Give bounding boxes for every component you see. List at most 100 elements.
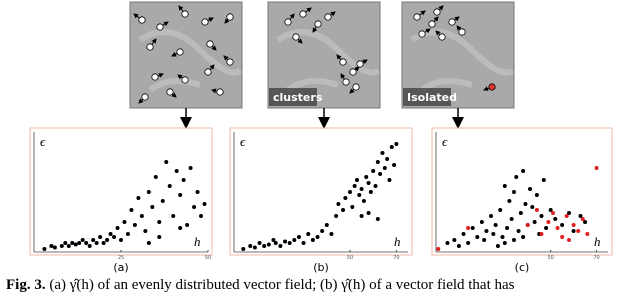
scatter-point bbox=[324, 223, 329, 227]
scatter-point bbox=[271, 238, 276, 242]
scatter-point bbox=[257, 241, 262, 245]
scatter-point bbox=[296, 235, 301, 239]
scatter-point bbox=[59, 244, 64, 248]
caption: Fig. 3. (a) γ̂(h) of an evenly distribut… bbox=[6, 277, 515, 293]
scatter-point bbox=[320, 229, 325, 233]
scatter-point bbox=[479, 220, 484, 224]
scatter-point bbox=[132, 223, 137, 227]
scatter-point bbox=[63, 241, 68, 245]
scatter-point bbox=[507, 199, 512, 203]
scatter-point bbox=[560, 235, 565, 239]
scatter-point bbox=[364, 175, 369, 179]
panel-label: (b) bbox=[313, 261, 329, 274]
scatter-point bbox=[112, 235, 117, 239]
scatter-point bbox=[178, 226, 183, 230]
vector-point bbox=[488, 83, 496, 91]
scatter-point bbox=[195, 190, 200, 194]
scatter-point bbox=[553, 217, 558, 221]
vector-point bbox=[138, 16, 146, 24]
scatter-point bbox=[334, 214, 339, 218]
scatter-point bbox=[366, 211, 371, 215]
scatter-point bbox=[578, 214, 583, 218]
image-label-bg bbox=[403, 88, 451, 106]
vector-point bbox=[349, 68, 357, 76]
scatter-point bbox=[266, 242, 271, 247]
scatter-point bbox=[466, 226, 471, 230]
scatter-point bbox=[564, 214, 569, 218]
scatter-point bbox=[571, 229, 576, 233]
x-axis-label: h bbox=[194, 234, 201, 249]
scatter-point bbox=[87, 244, 92, 248]
scatter-point bbox=[73, 242, 78, 247]
scatter-point bbox=[498, 208, 503, 212]
plot-frame bbox=[229, 127, 413, 256]
image-texture bbox=[276, 29, 381, 93]
scatter-point bbox=[523, 202, 528, 206]
scatter-point bbox=[539, 214, 544, 218]
scatter-point bbox=[49, 244, 54, 248]
scatter-point bbox=[171, 214, 176, 218]
scatter-point bbox=[495, 244, 500, 248]
vector-point bbox=[324, 13, 332, 21]
scatter-point bbox=[445, 241, 450, 245]
scatter-point bbox=[359, 187, 364, 191]
scatter-point bbox=[350, 205, 355, 209]
image-texture bbox=[138, 29, 243, 93]
scatter-point bbox=[185, 223, 190, 227]
scatter-point bbox=[336, 202, 341, 206]
scatter-point bbox=[139, 214, 144, 218]
scatter-point bbox=[500, 235, 505, 239]
scatter-point bbox=[84, 241, 89, 245]
scatter-point bbox=[287, 241, 292, 245]
scatter-point bbox=[583, 220, 588, 224]
scatter-point bbox=[301, 241, 306, 245]
vector-point bbox=[438, 33, 446, 41]
scatter-point bbox=[248, 244, 253, 248]
scatter-point bbox=[164, 160, 169, 164]
scatter-point bbox=[560, 223, 565, 227]
scatter-point bbox=[105, 238, 110, 242]
scatter-point bbox=[157, 220, 162, 224]
scatter-point bbox=[456, 244, 461, 248]
scatter-point bbox=[525, 223, 530, 227]
scatter-point bbox=[66, 244, 71, 248]
scatter-point bbox=[521, 235, 526, 239]
scatter-point bbox=[491, 232, 496, 236]
scatter-point bbox=[505, 226, 510, 230]
scatter-point bbox=[387, 178, 392, 182]
scatter-point bbox=[555, 226, 560, 230]
scatter-point bbox=[482, 238, 487, 242]
vector-point bbox=[448, 18, 456, 26]
scatter-point bbox=[530, 205, 535, 209]
scatter-point bbox=[382, 166, 387, 170]
scatter-point bbox=[178, 193, 183, 197]
scatter-point bbox=[532, 220, 537, 224]
scatter-point bbox=[594, 166, 599, 170]
scatter-point bbox=[42, 247, 47, 251]
scatter-point bbox=[146, 241, 151, 245]
scatter-point bbox=[119, 238, 123, 242]
scatter-point bbox=[389, 145, 394, 149]
scatter-point bbox=[181, 178, 186, 182]
caption-text: (a) γ̂(h) of an evenly distributed vecto… bbox=[49, 277, 514, 293]
scatter-point bbox=[136, 196, 141, 200]
scatter-point bbox=[567, 238, 572, 242]
scatter-point bbox=[489, 214, 494, 218]
vector-point bbox=[342, 78, 350, 86]
scatter-point bbox=[475, 235, 480, 239]
y-axis-label: ϵ bbox=[442, 134, 448, 149]
scatter-point bbox=[550, 211, 555, 215]
scatter-point bbox=[375, 160, 380, 164]
scatter-point bbox=[262, 244, 267, 248]
scatter-point bbox=[122, 220, 127, 224]
scatter-point bbox=[585, 232, 590, 236]
scatter-point bbox=[392, 163, 397, 167]
scatter-point bbox=[385, 157, 390, 161]
scatter-point bbox=[436, 247, 441, 251]
scatter-point bbox=[306, 232, 311, 236]
scatter-point bbox=[192, 205, 197, 209]
scatter-point bbox=[310, 238, 315, 242]
caption-label: Fig. 3. bbox=[6, 277, 46, 293]
scatter-point bbox=[341, 208, 346, 212]
